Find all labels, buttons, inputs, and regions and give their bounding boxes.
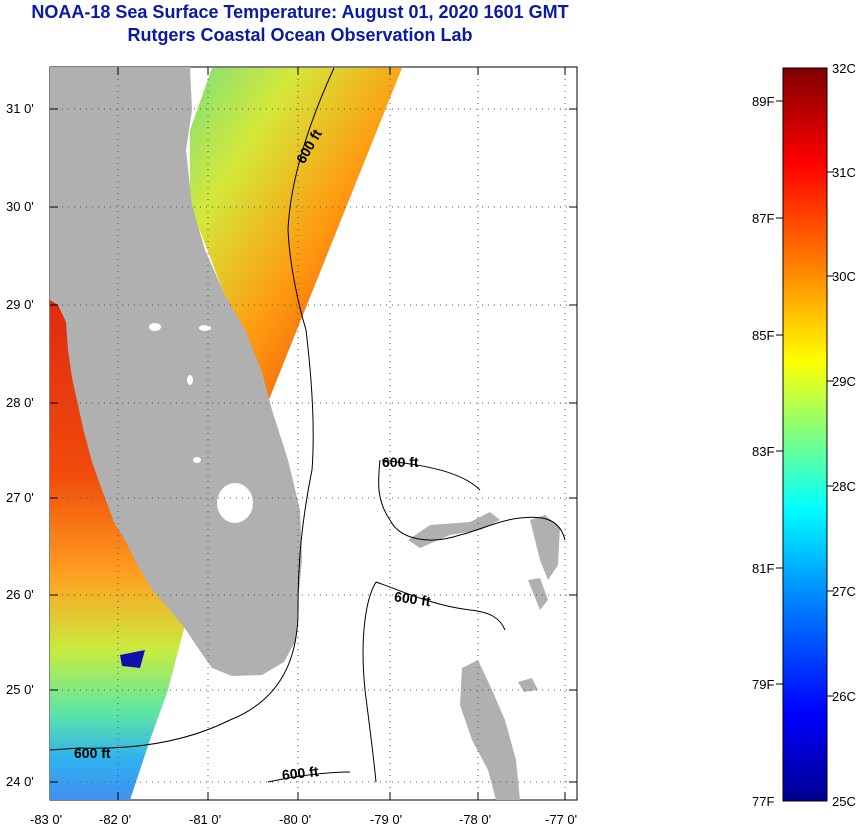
colorbar-fahrenheit-label: 81F [752,561,775,576]
berry-islands [518,678,538,692]
lat-tick-label: 27 0' [6,490,34,505]
contour-label: 600 ft [281,763,319,783]
map-subtitle: Rutgers Coastal Ocean Observation Lab [127,25,473,45]
lat-tick-label: 30 0' [6,199,34,214]
colorbar-celsius-label: 25C [832,794,856,809]
colorbar-celsius-label: 27C [832,584,856,599]
colorbar-fahrenheit-label: 79F [752,677,775,692]
lake-okeechobee [217,483,253,523]
map-title: NOAA-18 Sea Surface Temperature: August … [31,2,569,22]
eleuthera [528,578,548,610]
lon-tick-label: -80 0' [279,812,312,827]
colorbar-celsius-label: 32C [832,61,856,76]
colorbar-fahrenheit-label: 87F [752,211,775,226]
lon-tick-label: -82 0' [99,812,132,827]
lat-tick-label: 24 0' [6,774,34,789]
lon-tick-label: -81 0' [189,812,222,827]
sst-cold-patch [120,650,145,668]
andros [460,660,520,800]
lon-tick-label: -77 0' [545,812,578,827]
lat-tick-label: 31 0' [6,101,34,116]
colorbar-fahrenheit-label: 83F [752,444,775,459]
contour-label: 600 ft [382,454,419,470]
depth-contours [49,67,566,783]
colorbar-celsius-label: 29C [832,374,856,389]
lat-tick-label: 29 0' [6,297,34,312]
abaco [530,515,560,580]
contour-label: 600 ft [393,588,432,609]
colorbar-celsius-label: 31C [832,165,856,180]
colorbar-celsius-label: 28C [832,479,856,494]
lat-lon-grid [50,67,577,800]
lon-tick-label: -83 0' [30,812,63,827]
axis-ticks [50,67,577,800]
lat-tick-label: 26 0' [6,587,34,602]
lat-tick-label: 28 0' [6,395,34,410]
contour-label: 600 ft [74,745,111,761]
grand-bahama [408,512,500,548]
colorbar-gradient [782,67,828,802]
lon-tick-label: -78 0' [459,812,492,827]
colorbar-fahrenheit-label: 77F [752,794,775,809]
colorbar-celsius-label: 26C [832,689,856,704]
sst-swath-north [190,68,402,402]
lon-tick-label: -79 0' [370,812,403,827]
florida-land [50,67,302,676]
colorbar-celsius-label: 30C [832,269,856,284]
colorbar-fahrenheit-label: 89F [752,94,775,109]
colorbar-fahrenheit-label: 85F [752,328,775,343]
lat-tick-label: 25 0' [6,682,34,697]
